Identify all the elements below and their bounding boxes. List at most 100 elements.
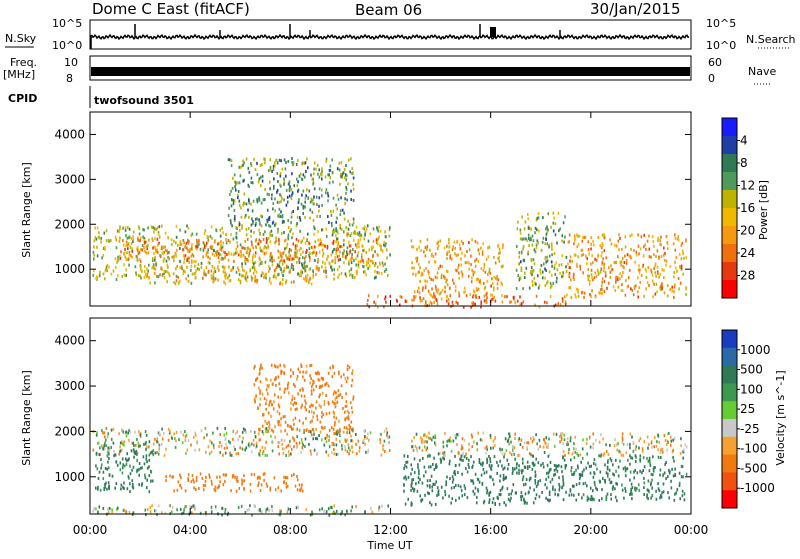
echo-cell (250, 181, 252, 184)
echo-cell (327, 191, 329, 195)
echo-cell (531, 454, 534, 458)
echo-cell (448, 241, 450, 245)
echo-cell (572, 273, 575, 277)
echo-cell (259, 365, 262, 369)
echo-cell (276, 273, 279, 277)
echo-cell (534, 497, 537, 500)
echo-cell (339, 223, 342, 227)
echo-cell (310, 282, 313, 286)
echo-cell (283, 250, 285, 254)
echo-cell (486, 279, 489, 283)
echo-cell (334, 397, 337, 401)
echo-cell (328, 429, 331, 432)
echo-cell (616, 278, 619, 282)
echo-cell (292, 371, 294, 374)
echo-cell (267, 411, 270, 415)
echo-cell (458, 451, 460, 455)
echo-cell (337, 452, 339, 456)
echo-cell (280, 369, 282, 373)
echo-cell (250, 278, 253, 282)
echo-cell (552, 229, 555, 233)
echo-cell (427, 289, 430, 293)
echo-cell (354, 243, 357, 247)
freq-panel-frame (89, 55, 692, 81)
power-colorbar-swatch (722, 208, 737, 227)
time-tick-label: 16:00 (473, 523, 508, 537)
echo-cell (241, 246, 243, 250)
echo-cell (331, 375, 334, 379)
echo-cell (346, 416, 348, 420)
echo-cell (323, 243, 325, 247)
echo-cell (233, 252, 236, 256)
echo-cell (261, 392, 264, 396)
echo-cell (251, 243, 253, 247)
echo-cell (193, 486, 195, 490)
echo-cell (596, 467, 598, 471)
echo-cell (140, 265, 142, 269)
echo-cell (629, 443, 631, 446)
echo-cell (154, 281, 156, 285)
echo-cell (268, 425, 270, 429)
echo-cell (532, 258, 535, 262)
echo-cell (317, 258, 319, 262)
echo-cell (411, 486, 414, 490)
echo-cell (278, 242, 280, 246)
echo-cell (638, 252, 640, 256)
echo-cell (421, 288, 424, 292)
echo-cell (502, 243, 504, 247)
echo-cell (560, 465, 563, 469)
echo-cell (304, 371, 307, 375)
echo-cell (336, 429, 339, 433)
echo-cell (607, 459, 609, 463)
echo-cell (619, 236, 621, 240)
echo-cell (555, 464, 557, 468)
echo-cell (321, 169, 323, 173)
echo-cell (336, 207, 338, 211)
echo-cell (560, 436, 563, 440)
echo-cell (380, 244, 382, 248)
echo-cell (244, 247, 246, 250)
echo-cell (114, 257, 117, 261)
echo-cell (496, 471, 498, 475)
echo-cell (547, 446, 549, 450)
echo-cell (420, 498, 422, 502)
echo-cell (272, 202, 275, 205)
echo-cell (305, 370, 308, 374)
echo-cell (552, 487, 554, 491)
echo-cell (128, 457, 130, 461)
echo-cell (595, 486, 597, 490)
echo-cell (589, 445, 592, 449)
echo-cell (422, 286, 424, 290)
echo-cell (617, 285, 620, 289)
echo-cell (389, 294, 391, 298)
echo-cell (586, 484, 588, 488)
echo-cell (443, 276, 446, 280)
echo-cell (131, 485, 134, 489)
echo-cell (283, 390, 286, 394)
echo-cell (258, 476, 261, 479)
echo-cell (108, 473, 111, 477)
echo-cell (259, 371, 261, 375)
echo-cell (506, 487, 509, 491)
echo-cell (273, 177, 275, 181)
echo-cell (601, 263, 603, 266)
echo-cell (403, 489, 405, 493)
echo-cell (577, 255, 579, 259)
echo-cell (140, 276, 142, 280)
echo-cell (300, 486, 303, 490)
echo-cell (283, 481, 285, 485)
echo-cell (501, 487, 503, 491)
echo-cell (614, 243, 616, 247)
echo-cell (631, 492, 633, 496)
echo-cell (265, 388, 268, 392)
echo-cell (142, 235, 144, 239)
echo-cell (279, 171, 282, 175)
echo-cell (306, 237, 309, 241)
echo-cell (322, 254, 324, 258)
echo-cell (478, 458, 481, 461)
echo-cell (468, 248, 471, 252)
echo-cell (308, 247, 311, 251)
echo-cell (187, 238, 189, 242)
echo-cell (648, 284, 650, 287)
echo-cell (325, 450, 328, 454)
